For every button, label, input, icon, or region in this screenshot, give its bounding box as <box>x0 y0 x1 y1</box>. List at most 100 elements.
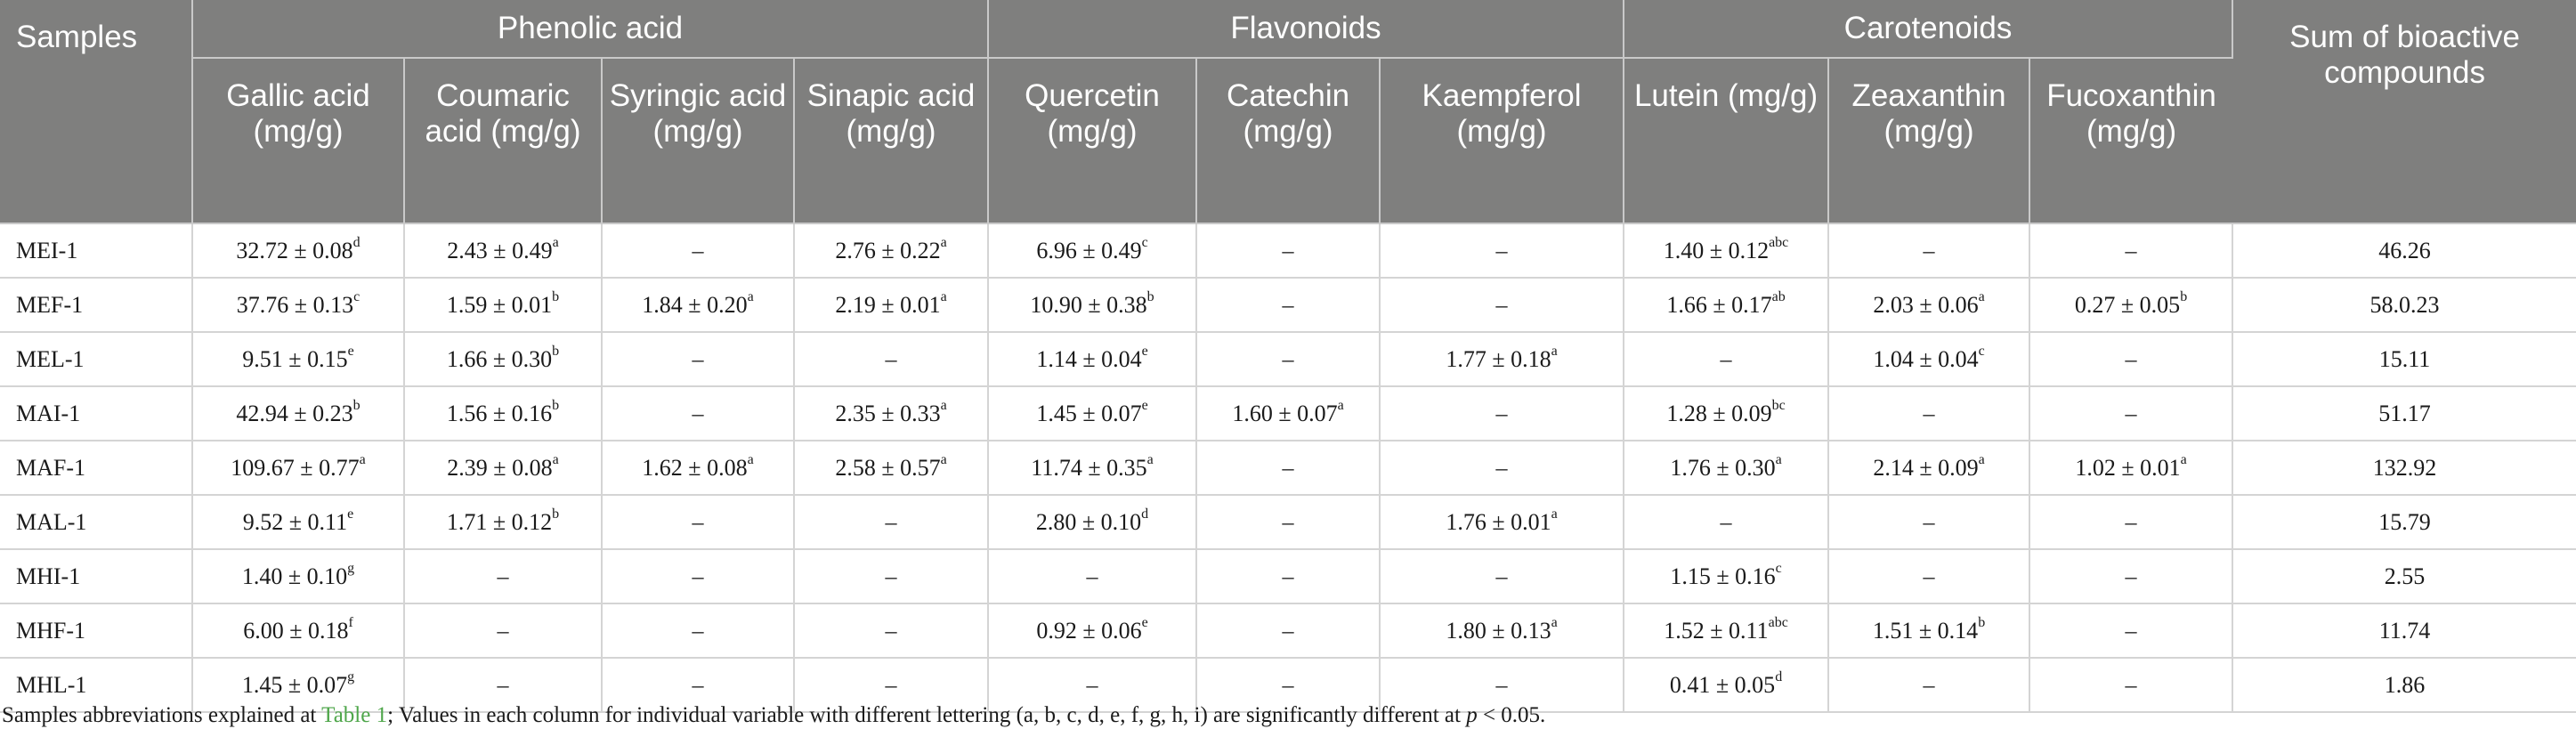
cell-value: – <box>1282 617 1294 644</box>
significance-letter: c <box>1141 234 1148 250</box>
significance-letter: e <box>347 343 354 359</box>
cell-value: – <box>2125 237 2137 263</box>
value-cell: 2.58 ± 0.57a <box>794 441 990 496</box>
significance-letter: abc <box>1768 614 1788 630</box>
value-cell: 1.66 ± 0.30b <box>404 332 603 387</box>
column-header: Syringic acid (mg/g) <box>602 58 795 224</box>
column-header: Lutein (mg/g) <box>1624 58 1830 224</box>
column-header: Catechin (mg/g) <box>1196 58 1381 224</box>
data-table-container: Samples Phenolic acid Flavonoids Carotenoi… <box>0 0 2576 727</box>
significance-letter: a <box>747 451 754 467</box>
cell-value: 32.72 ± 0.08 <box>236 237 353 263</box>
value-cell: – <box>794 549 990 604</box>
column-header-row: Gallic acid (mg/g) Coumaric acid (mg/g) Sy… <box>0 58 2576 224</box>
value-cell: 2.03 ± 0.06a <box>1828 278 2031 333</box>
sample-name-cell: MAF-1 <box>0 441 193 496</box>
value-cell: 1.66 ± 0.17ab <box>1624 278 1830 333</box>
value-cell: – <box>404 658 603 713</box>
value-cell: – <box>1380 549 1625 604</box>
value-cell: – <box>1196 223 1381 279</box>
value-cell: – <box>1196 549 1381 604</box>
cell-value: – <box>1923 563 1935 589</box>
cell-value: – <box>1282 345 1294 372</box>
cell-value: – <box>692 237 704 263</box>
value-cell: – <box>404 603 603 659</box>
cell-value: 1.02 ± 0.01 <box>2075 454 2181 481</box>
cell-value: – <box>885 671 897 698</box>
cell-value: 1.59 ± 0.01 <box>446 291 553 318</box>
value-cell: 6.96 ± 0.49c <box>988 223 1198 279</box>
value-cell: – <box>1380 278 1625 333</box>
cell-value: – <box>2125 400 2137 426</box>
cell-value: 0.92 ± 0.06 <box>1036 617 1142 644</box>
value-cell: 2.43 ± 0.49a <box>404 223 603 279</box>
value-cell: – <box>602 658 795 713</box>
significance-letter: a <box>1775 451 1782 467</box>
cell-value: – <box>2125 345 2137 372</box>
significance-letter: a <box>1978 288 1985 304</box>
cell-value: 2.39 ± 0.08 <box>447 454 553 481</box>
value-cell: – <box>602 332 795 387</box>
cell-value: 11.74 ± 0.35 <box>1031 454 1147 481</box>
value-cell: 42.94 ± 0.23b <box>192 386 405 441</box>
significance-letter: a <box>940 288 947 304</box>
significance-letter: a <box>940 397 947 413</box>
value-cell: – <box>1624 495 1830 550</box>
cell-value: – <box>692 400 704 426</box>
group-header: Flavonoids <box>988 0 1625 59</box>
table-row: MEI-1 32.72 ± 0.08d 2.43 ± 0.49a –2.76 ± 0.… <box>0 223 2576 279</box>
significance-letter: bc <box>1771 397 1786 413</box>
cell-value: 1.56 ± 0.16 <box>446 400 553 426</box>
value-cell: 1.80 ± 0.13a <box>1380 603 1625 659</box>
value-cell: – <box>1196 278 1381 333</box>
value-cell: – <box>794 332 990 387</box>
value-cell: 1.76 ± 0.01a <box>1380 495 1625 550</box>
significance-letter: a <box>747 288 754 304</box>
cell-value: – <box>885 345 897 372</box>
value-cell: – <box>1828 223 2031 279</box>
table-1-link[interactable]: Table 1 <box>321 703 388 727</box>
value-cell: 9.51 ± 0.15e <box>192 332 405 387</box>
cell-value: 1.60 ± 0.07 <box>1232 400 1338 426</box>
value-cell: – <box>1196 603 1381 659</box>
value-cell: 0.27 ± 0.05b <box>2029 278 2234 333</box>
cell-value: – <box>1495 291 1508 318</box>
value-cell: 2.14 ± 0.09a <box>1828 441 2031 496</box>
significance-letter: c <box>1775 560 1782 576</box>
cell-value: 42.94 ± 0.23 <box>236 400 353 426</box>
cell-value: 1.66 ± 0.30 <box>446 345 553 372</box>
value-cell: 0.92 ± 0.06e <box>988 603 1198 659</box>
value-cell: 1.62 ± 0.08a <box>602 441 795 496</box>
sum-cell: 46.26 <box>2232 223 2576 279</box>
cell-value: – <box>1282 563 1294 589</box>
value-cell: 1.56 ± 0.16b <box>404 386 603 441</box>
column-header: Kaempferol (mg/g) <box>1380 58 1625 224</box>
value-cell: 10.90 ± 0.38b <box>988 278 1198 333</box>
footnote-prefix: Samples abbreviations explained at <box>2 703 322 727</box>
cell-value: 1.71 ± 0.12 <box>446 508 553 535</box>
column-header: Coumaric acid (mg/g) <box>404 58 603 224</box>
value-cell: 1.45 ± 0.07e <box>988 386 1198 441</box>
cell-value: – <box>692 508 704 535</box>
value-cell: – <box>988 658 1198 713</box>
cell-value: 9.51 ± 0.15 <box>242 345 348 372</box>
cell-value: 37.76 ± 0.13 <box>236 291 354 318</box>
cell-value: – <box>1720 508 1732 535</box>
sample-name-cell: MEF-1 <box>0 278 193 333</box>
value-cell: 1.51 ± 0.14b <box>1828 603 2031 659</box>
value-cell: 1.14 ± 0.04e <box>988 332 1198 387</box>
value-cell: 1.15 ± 0.16c <box>1624 549 1830 604</box>
value-cell: – <box>602 386 795 441</box>
cell-value: – <box>1923 400 1935 426</box>
value-cell: – <box>2029 603 2234 659</box>
value-cell: – <box>2029 332 2234 387</box>
value-cell: 2.19 ± 0.01a <box>794 278 990 333</box>
cell-value: 109.67 ± 0.77 <box>231 454 360 481</box>
value-cell: – <box>1828 549 2031 604</box>
cell-value: 6.96 ± 0.49 <box>1036 237 1142 263</box>
group-header-row: Samples Phenolic acid Flavonoids Carotenoi… <box>0 0 2576 224</box>
value-cell: 2.76 ± 0.22a <box>794 223 990 279</box>
cell-value: – <box>1495 237 1508 263</box>
value-cell: 37.76 ± 0.13c <box>192 278 405 333</box>
cell-value: 1.66 ± 0.17 <box>1666 291 1772 318</box>
